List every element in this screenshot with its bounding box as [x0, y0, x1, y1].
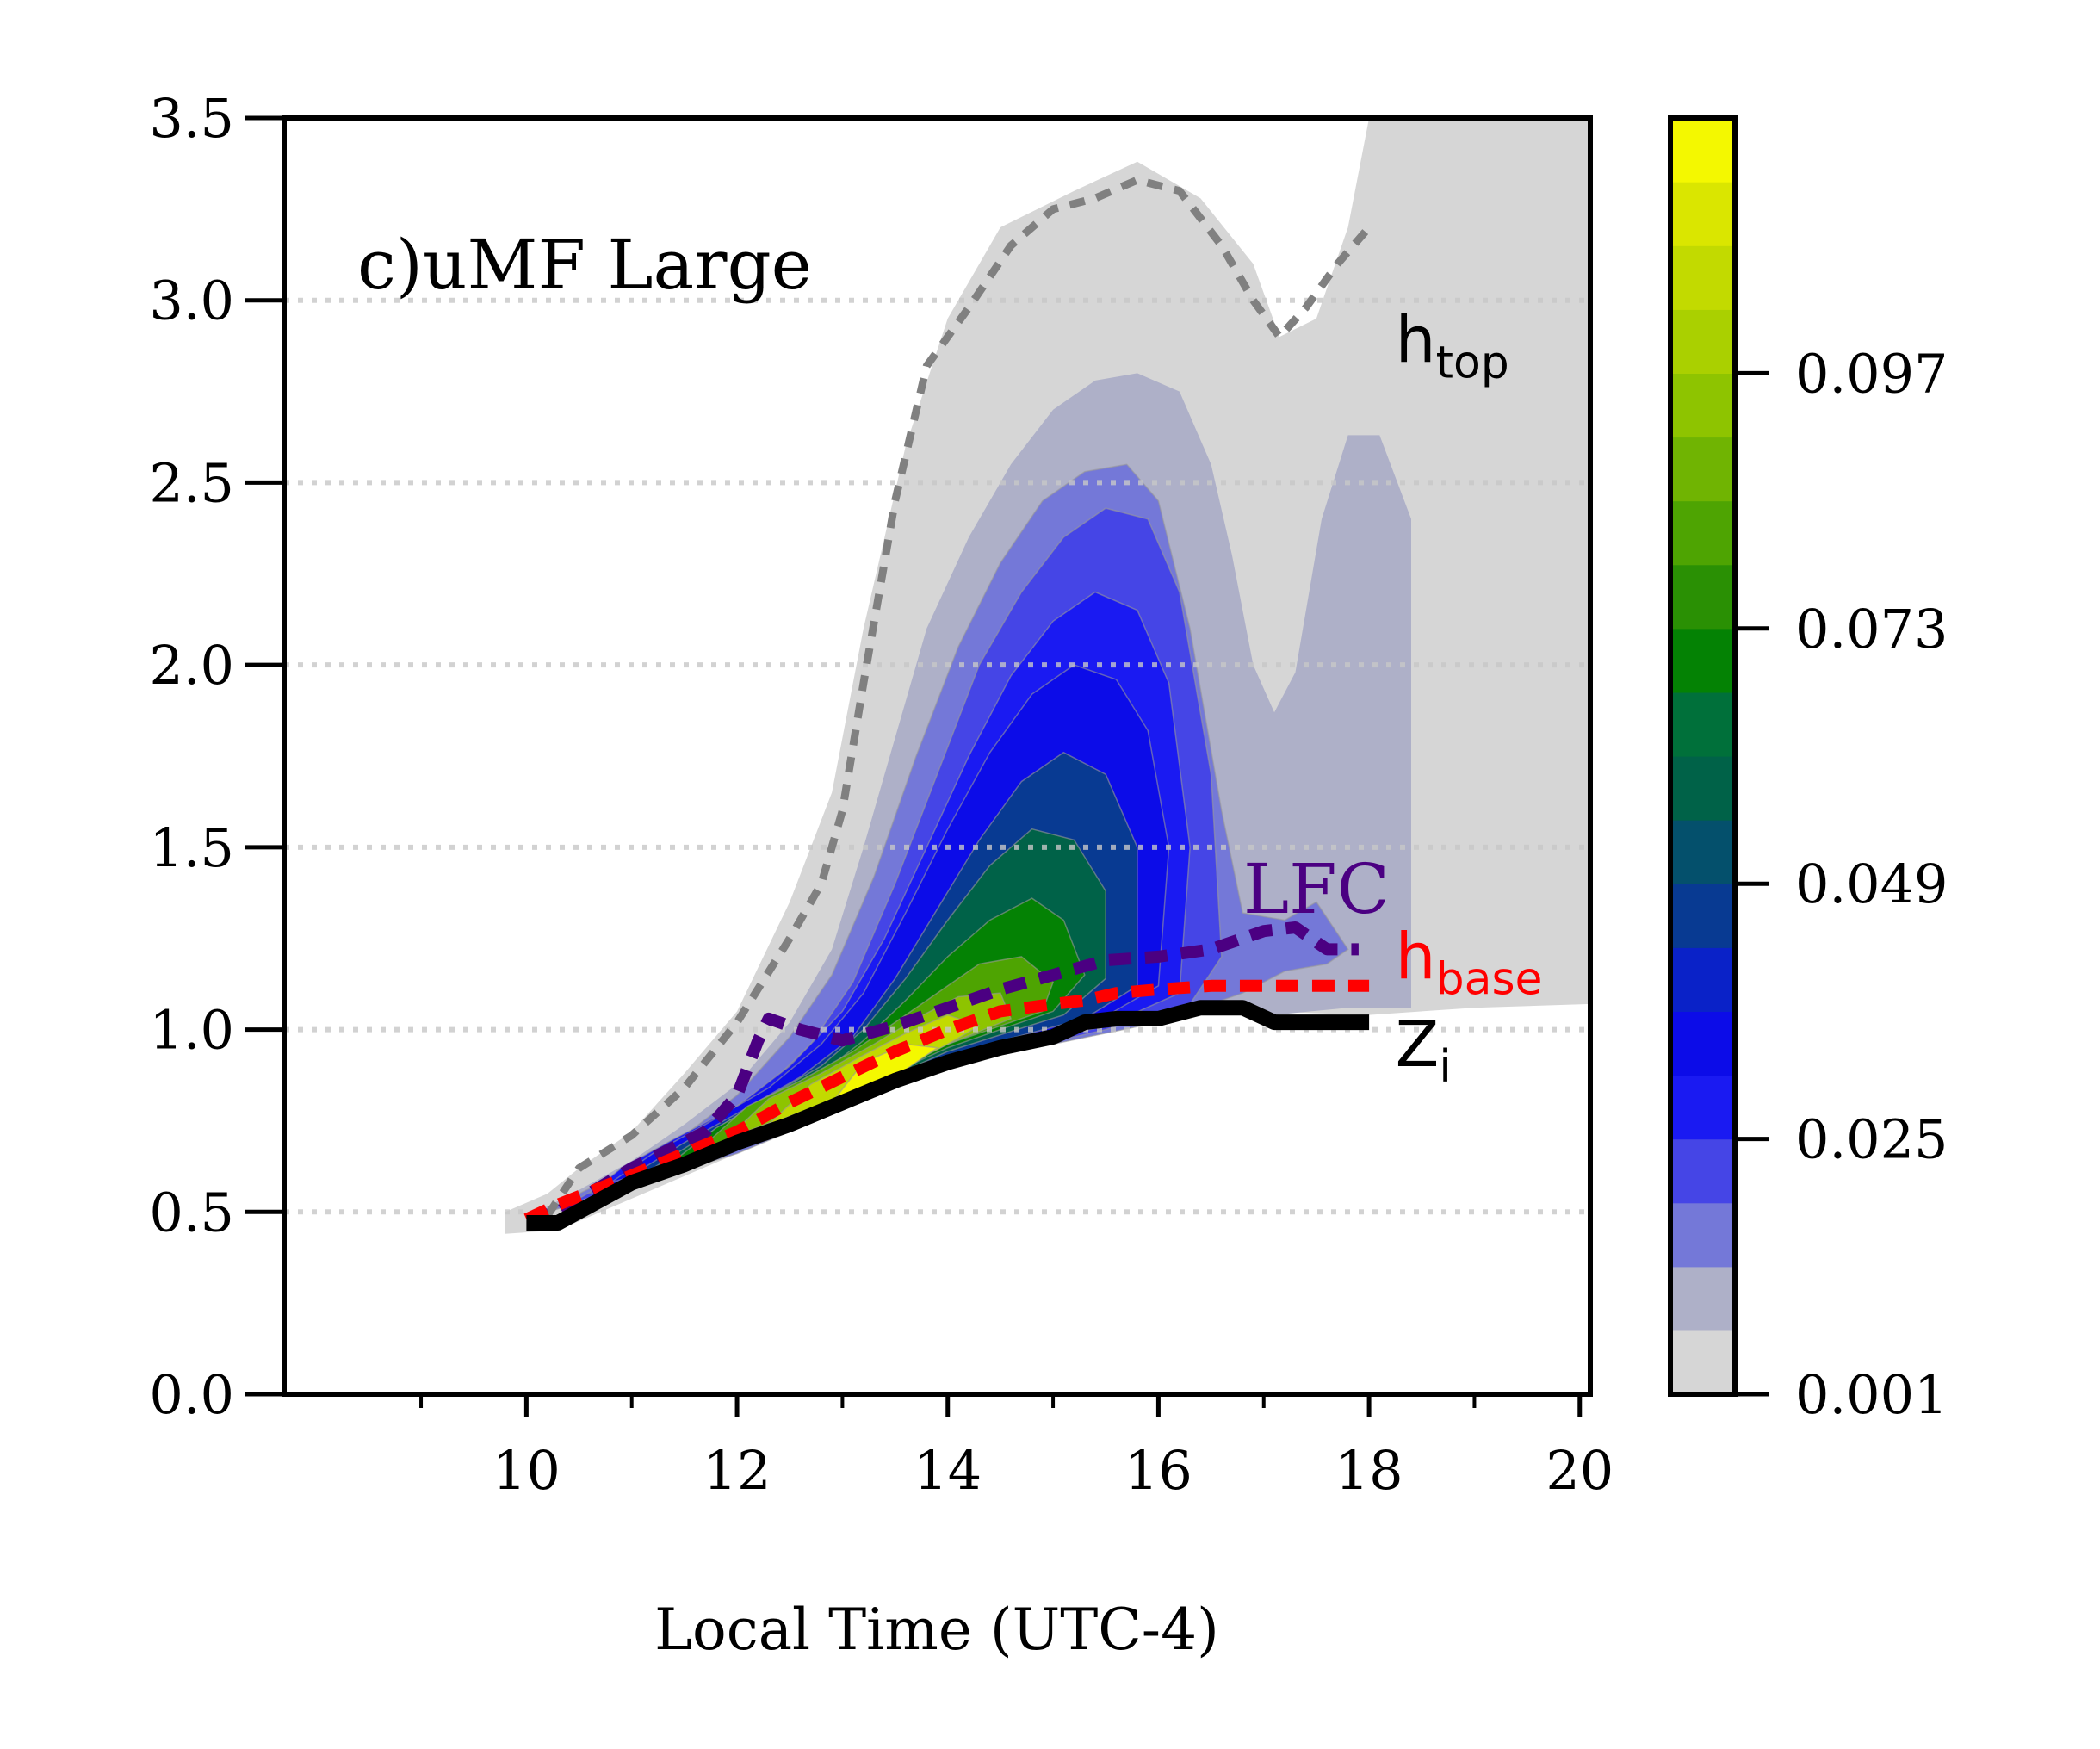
colorbar-tick-label: 0.049 [1795, 853, 1948, 915]
colorbar-band [1670, 437, 1735, 502]
colorbar-band [1670, 564, 1735, 630]
line-series-layer [523, 176, 1372, 1231]
plot-frame [282, 115, 1593, 1397]
y-tick-label: 1.5 [149, 816, 234, 879]
colorbar-band [1670, 947, 1735, 1012]
x-axis-ticks: 10 12 14 16 18 20 [419, 1394, 1614, 1502]
grid-lines [284, 297, 1590, 1215]
series-line-h-base [523, 979, 1370, 1225]
colorbar-ticks: 0.001 0.025 0.049 0.073 0.097 [1735, 342, 1948, 1426]
colorbar-band [1670, 756, 1735, 821]
annotation-subscript: i [1439, 1041, 1451, 1093]
y-tick-label: 2.5 [149, 451, 234, 514]
annotation-main: h [1396, 304, 1436, 378]
colorbar-tick-label: 0.001 [1795, 1363, 1948, 1426]
colorbar-tick-label: 0.073 [1795, 598, 1948, 661]
annotation-subscript: base [1436, 953, 1543, 1005]
colorbar-band [1670, 1202, 1735, 1268]
annotation-label: LFC [1243, 849, 1390, 929]
y-tick-label: 2.0 [149, 634, 234, 697]
colorbar-band [1670, 245, 1735, 310]
colorbar-tick-label: 0.025 [1795, 1108, 1948, 1171]
y-tick-label: 0.5 [149, 1181, 234, 1244]
colorbar-band [1670, 628, 1735, 693]
series-line-z-i [526, 1000, 1370, 1231]
x-tick-label: 16 [1124, 1439, 1192, 1502]
colorbar-band [1670, 1330, 1735, 1395]
x-tick-label: 10 [492, 1439, 561, 1502]
series-line-h-top [544, 176, 1372, 1218]
colorbar-band [1670, 1011, 1735, 1076]
series-line-lfc [524, 921, 1359, 1225]
colorbar-band [1670, 373, 1735, 438]
colorbar: 0.001 0.025 0.049 0.073 0.097 [1668, 115, 1948, 1426]
colorbar-band [1670, 309, 1735, 374]
x-tick-label: 14 [914, 1439, 982, 1502]
colorbar-band [1670, 692, 1735, 757]
y-tick-label: 1.0 [149, 999, 234, 1062]
y-tick-label: 3.5 [149, 87, 234, 150]
colorbar-bands [1670, 118, 1735, 1395]
panel-title: c)uMF Large [357, 225, 812, 305]
colorbar-band [1670, 1075, 1735, 1140]
plot-area: 10 12 14 16 18 20 0.00.51.01.52.02.53.03.5 ht… [149, 87, 1614, 1663]
colorbar-band [1670, 820, 1735, 884]
y-axis-ticks: 0.0 0.5 1.0 1.5 2.0 2.5 3.0 3.5 [149, 87, 284, 1426]
colorbar-band [1670, 500, 1735, 566]
colorbar-tick-label: 0.097 [1795, 342, 1948, 405]
annotation-label: hbase [1396, 920, 1543, 1005]
colorbar-frame [1668, 115, 1738, 1397]
annotation-main: h [1396, 920, 1436, 994]
contour-region [652, 828, 1106, 1169]
colorbar-band [1670, 1138, 1735, 1204]
x-tick-label: 12 [703, 1439, 771, 1502]
colorbar-band [1670, 1266, 1735, 1331]
x-axis-label: Local Time (UTC-4) [654, 1597, 1219, 1663]
x-tick-label: 18 [1335, 1439, 1403, 1502]
colorbar-band [1670, 182, 1735, 246]
y-tick-label: 0.0 [149, 1363, 234, 1426]
colorbar-band [1670, 118, 1735, 183]
annotation-main: Z [1396, 1008, 1440, 1082]
y-tick-label: 3.0 [149, 270, 234, 332]
colorbar-band [1670, 884, 1735, 948]
annotation-main: LFC [1243, 849, 1390, 929]
annotation-label: htop [1396, 304, 1509, 389]
x-tick-label: 20 [1546, 1439, 1614, 1502]
annotation-label: Zi [1396, 1008, 1452, 1093]
annotation-subscript: top [1436, 338, 1509, 389]
